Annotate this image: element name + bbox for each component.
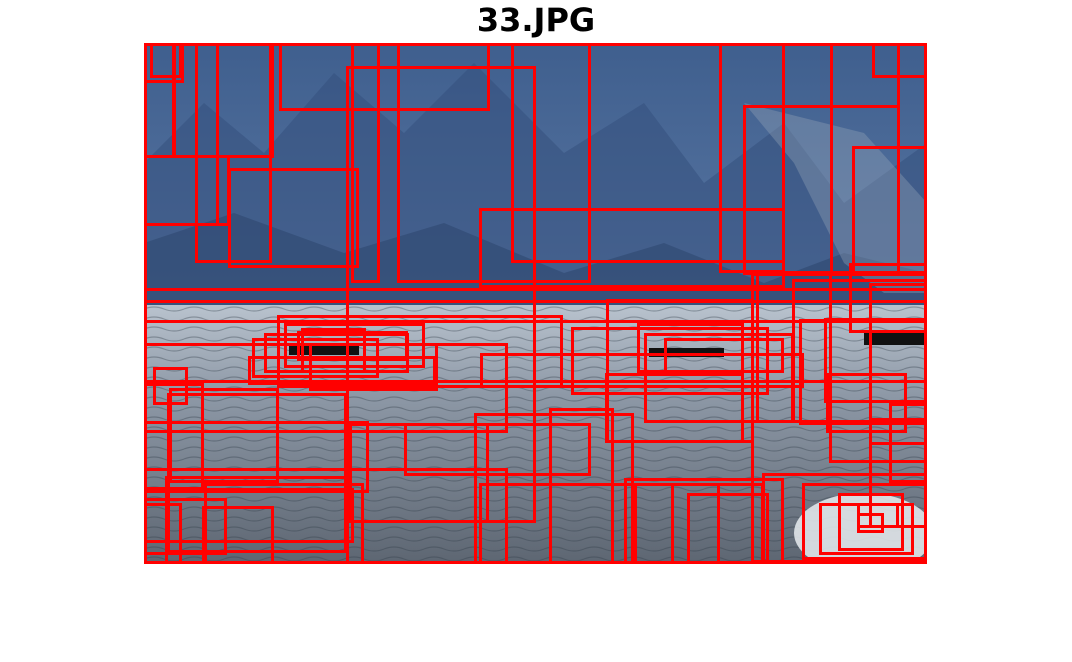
boat-left (289, 345, 359, 355)
detection-box (144, 43, 184, 83)
detection-box (717, 483, 754, 564)
detection-box (204, 483, 364, 564)
detection-box (248, 356, 436, 385)
figure-title: 33.JPG (476, 1, 596, 39)
mountain-snow-slope (744, 103, 927, 293)
detection-box (144, 488, 354, 543)
detection-box (480, 353, 804, 388)
detection-box (571, 327, 769, 395)
boat-right (864, 333, 927, 345)
detection-box (869, 283, 927, 445)
detection-box (719, 43, 785, 273)
mountain-foothills (144, 213, 927, 305)
detection-box (869, 418, 927, 528)
detection-box (404, 423, 591, 476)
detection-box (872, 43, 927, 78)
lake-photo (144, 43, 927, 564)
detection-box (169, 388, 279, 483)
detection-boxes (144, 43, 927, 564)
detection-box (167, 393, 347, 553)
water-spray (794, 493, 927, 564)
photo-panel (144, 43, 927, 564)
detection-box (664, 338, 784, 373)
detection-box (228, 168, 359, 268)
detection-box (277, 315, 563, 388)
detection-box (301, 328, 366, 373)
boat-center (649, 348, 724, 357)
detection-box (144, 421, 369, 493)
detection-box (549, 408, 614, 564)
detection-box (202, 506, 274, 564)
detection-box (826, 373, 907, 433)
